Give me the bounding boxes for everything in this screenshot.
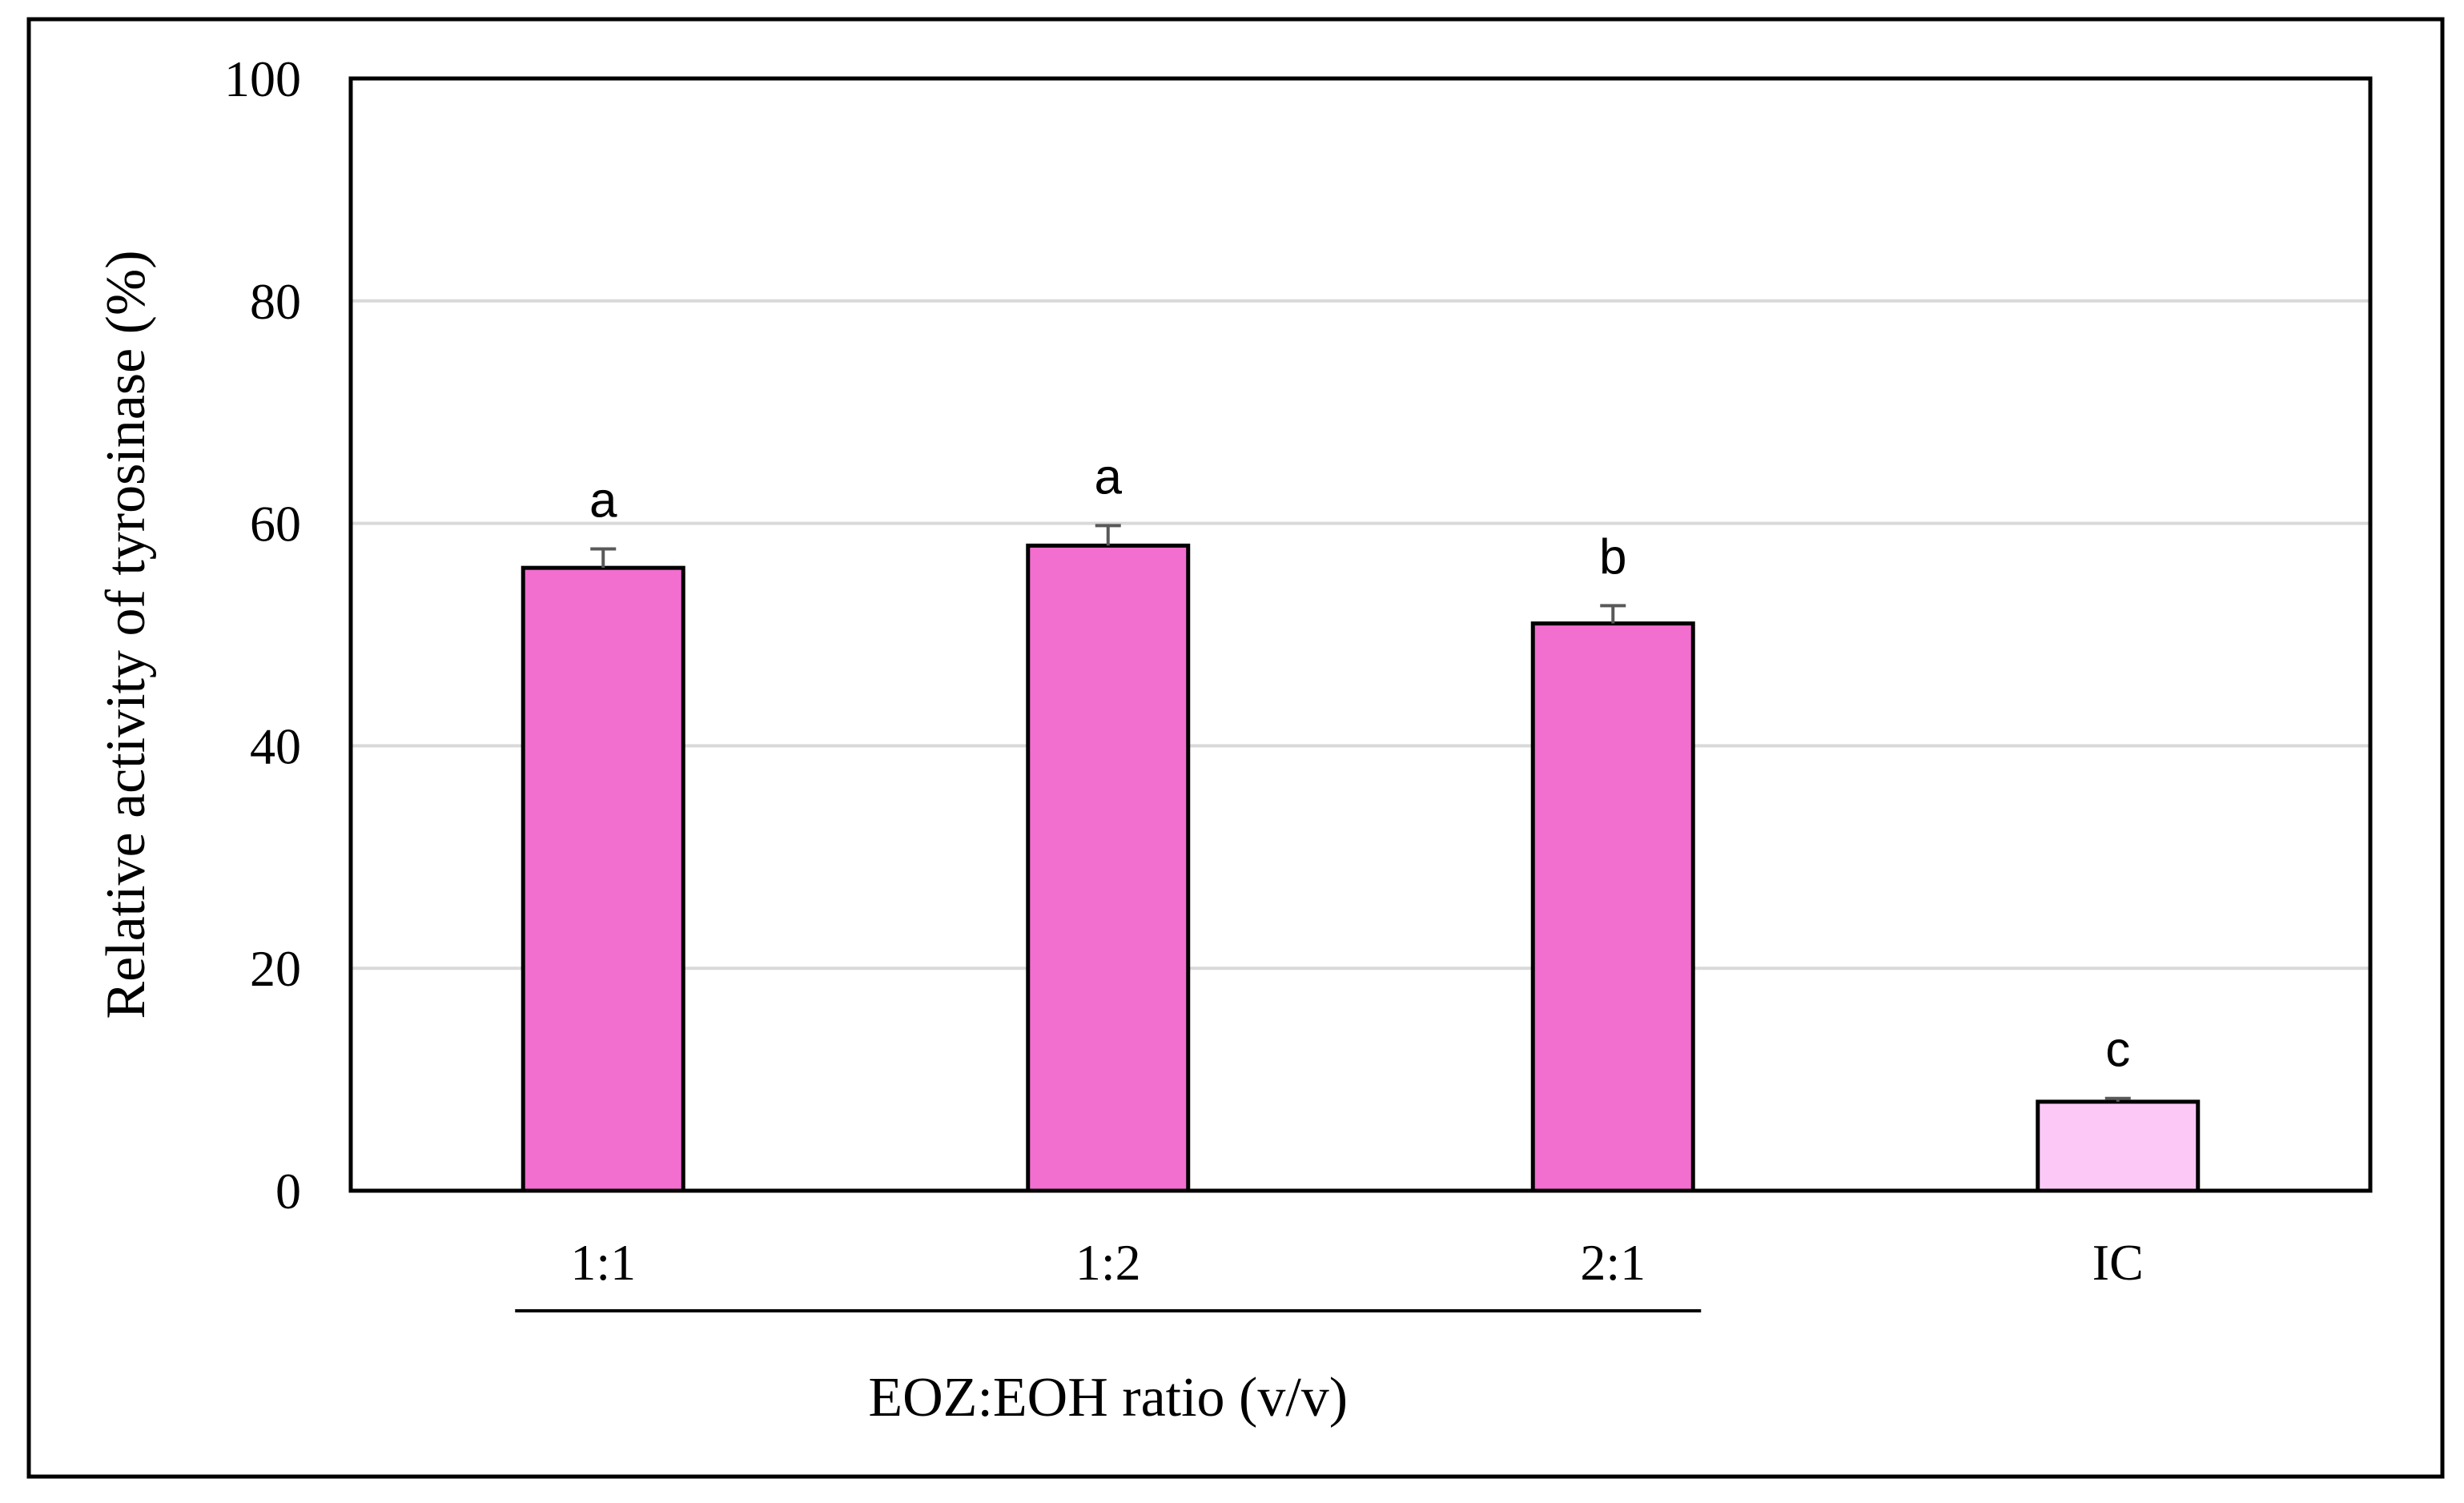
y-tick-labels: 0 20 40 60 80 100: [224, 50, 301, 1220]
significance-label-2-1: b: [1599, 529, 1626, 585]
bar-2-1: [1530, 621, 1695, 1193]
significance-label-1-1: a: [589, 473, 617, 528]
gridlines: [351, 299, 2370, 971]
y-tick-label-40: 40: [250, 717, 301, 774]
error-bars: [590, 524, 2131, 1102]
x-axis-title: EOZ:EOH ratio (v/v): [868, 1367, 1348, 1429]
bar-ic: [2036, 1099, 2201, 1193]
plot-area-frame: [348, 76, 2373, 1193]
x-tick-label-2-1: 2:1: [1580, 1234, 1646, 1291]
x-tick-labels: 1:1 1:2 2:1 IC: [570, 1234, 2143, 1291]
x-tick-label-ic: IC: [2092, 1234, 2144, 1291]
significance-labels: a a b c: [589, 449, 2130, 1077]
significance-label-ic: c: [2105, 1023, 2130, 1078]
significance-label-1-2: a: [1095, 449, 1123, 504]
bar-1-1: [521, 565, 685, 1193]
y-tick-label-80: 80: [250, 273, 301, 330]
x-tick-label-1-2: 1:2: [1075, 1234, 1141, 1291]
y-axis-title: Relative activity of tyrosinase (%): [95, 250, 157, 1019]
y-tick-label-0: 0: [275, 1163, 301, 1220]
x-tick-label-1-1: 1:1: [570, 1234, 636, 1291]
y-tick-label-20: 20: [250, 940, 301, 997]
bar-1-2: [1026, 543, 1191, 1193]
outer-frame: [26, 17, 2445, 1479]
y-tick-label-100: 100: [224, 50, 301, 107]
y-tick-label-60: 60: [250, 496, 301, 553]
